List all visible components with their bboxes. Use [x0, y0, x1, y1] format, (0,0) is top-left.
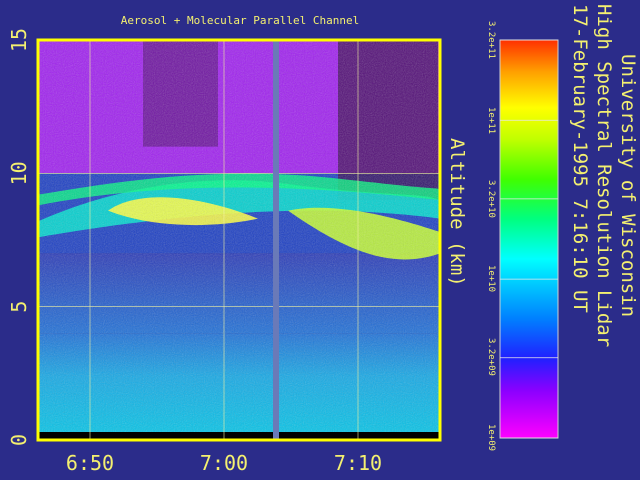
chart-title: Aerosol + Molecular Parallel Channel — [120, 14, 360, 27]
institution-label: University of Wisconsin — [617, 54, 639, 318]
x-tick-label: 7:00 — [200, 451, 248, 475]
y-tick-label: 0 — [7, 434, 31, 446]
colorbar-tick-label: 3.2e+11 — [486, 20, 496, 59]
colorbar — [500, 40, 558, 438]
y-tick-label: 5 — [7, 301, 31, 313]
colorbar-tick-label: 3.2e+10 — [486, 179, 496, 218]
datetime-label: 17-February-1995 7:16:10 UT — [569, 4, 591, 313]
current-time-marker — [273, 40, 279, 440]
colorbar-tick-label: 1e+10 — [486, 265, 496, 293]
y-axis-label: Altitude (km) — [446, 138, 468, 287]
x-tick-label: 6:50 — [66, 451, 114, 475]
ground-stripe — [38, 432, 440, 440]
instrument-label: High Spectral Resolution Lidar — [593, 4, 615, 348]
x-tick-label: 7:10 — [334, 451, 382, 475]
colorbar-tick-label: 1e+11 — [486, 106, 496, 134]
y-tick-label: 10 — [7, 161, 31, 185]
plot-frame — [36, 38, 442, 442]
y-tick-label: 15 — [7, 28, 31, 52]
header-block: University of Wisconsin High Spectral Re… — [565, 0, 640, 480]
colorbar-tick-label: 1e+09 — [486, 424, 496, 452]
colorbar-tick-label: 3.2e+09 — [486, 338, 496, 377]
noise-overlay — [38, 40, 440, 440]
